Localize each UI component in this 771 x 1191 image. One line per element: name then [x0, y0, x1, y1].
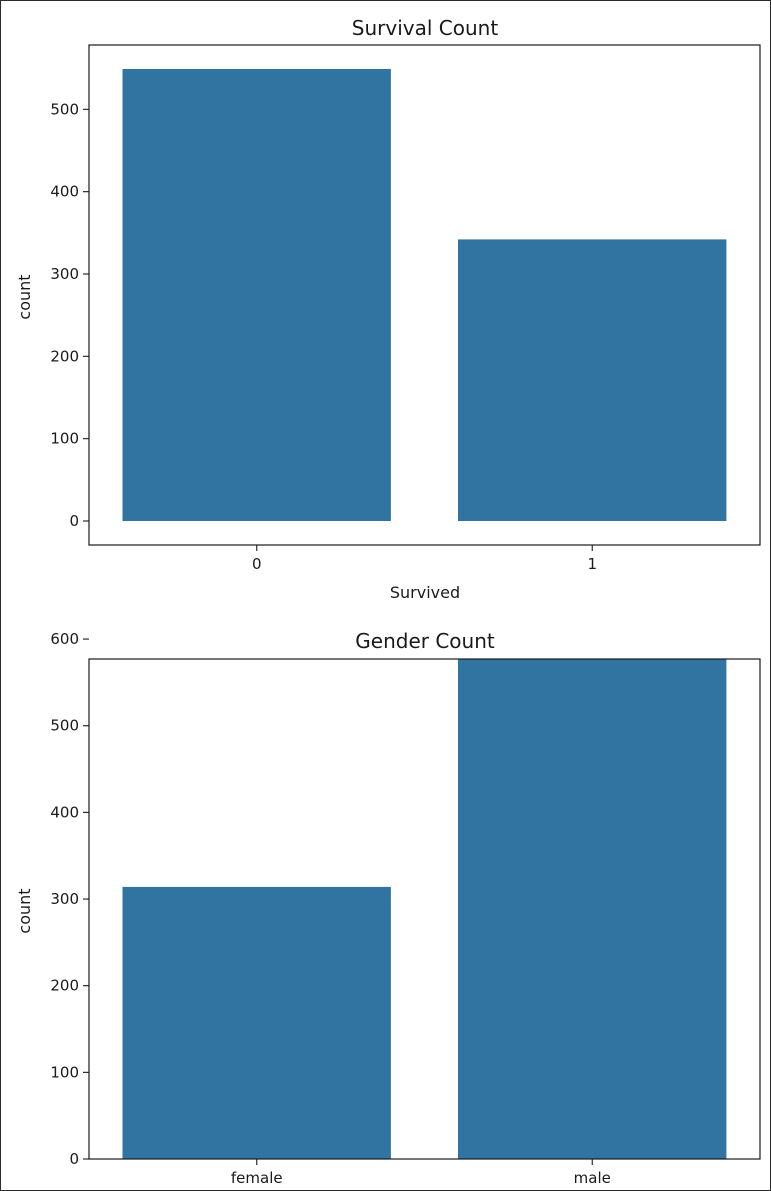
y-axis: 0 100 200 300 400 500	[50, 100, 89, 530]
x-tick-label: 1	[587, 555, 597, 573]
x-axis-label: Survived	[390, 583, 460, 602]
x-tick-label: female	[231, 1169, 283, 1187]
y-tick-label: 400	[50, 183, 79, 201]
bars	[122, 69, 727, 521]
y-tick-label: 500	[50, 717, 79, 735]
y-tick-label: 500	[50, 100, 79, 118]
y-tick-label: 200	[50, 977, 79, 995]
gender-count-chart: Gender Count 0 100 200 300 400 500 600 female m…	[15, 629, 761, 1187]
x-tick-label: male	[574, 1169, 611, 1187]
y-axis-label: count	[15, 274, 34, 319]
plot-frame	[88, 658, 761, 1160]
bar-0	[122, 69, 391, 521]
y-axis-label: count	[15, 888, 34, 933]
x-tick-label: 0	[252, 555, 262, 573]
y-tick-label: 600	[50, 630, 79, 648]
bar-female	[122, 886, 391, 1159]
y-tick-label: 400	[50, 803, 79, 821]
chart-title: Gender Count	[355, 629, 495, 653]
y-tick-label: 0	[69, 512, 79, 530]
y-tick-label: 300	[50, 890, 79, 908]
chart-title: Survival Count	[352, 16, 499, 40]
y-tick-label: 0	[69, 1150, 79, 1168]
y-axis: 0 100 200 300 400 500 600	[50, 630, 89, 1168]
bars	[122, 659, 727, 1159]
bar-1	[458, 239, 727, 521]
y-tick-label: 100	[50, 430, 79, 448]
plot-frame	[88, 44, 761, 546]
y-tick-label: 300	[50, 265, 79, 283]
x-axis: female male	[231, 1159, 611, 1187]
y-tick-label: 100	[50, 1063, 79, 1081]
bar-male	[458, 659, 727, 1159]
y-tick-label: 200	[50, 347, 79, 365]
